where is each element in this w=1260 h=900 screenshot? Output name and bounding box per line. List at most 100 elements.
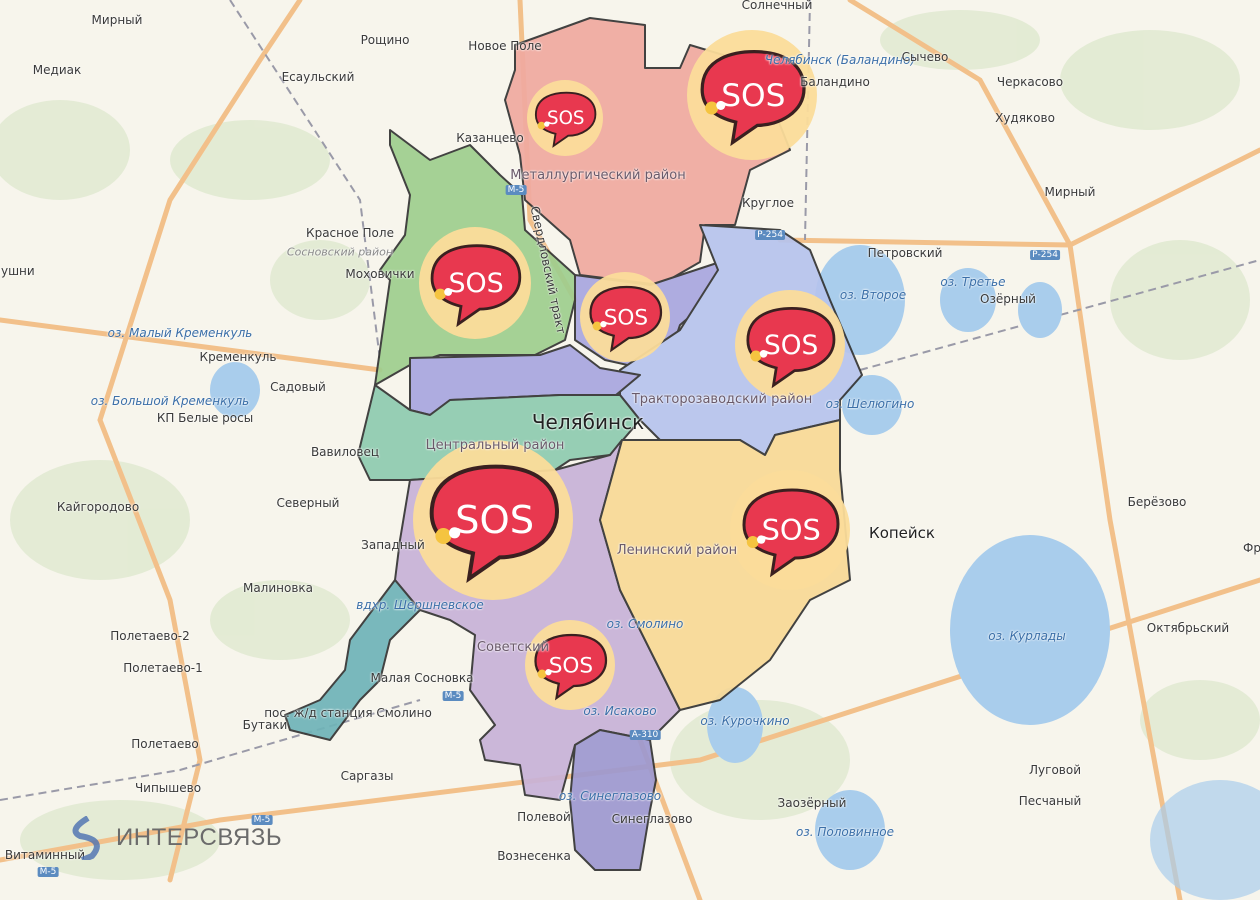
place-label-kremenkul: Кременкуль xyxy=(199,350,277,364)
place-label-mediak: Медиак xyxy=(32,63,82,77)
place-label-oz-kurlady: оз. Курлады xyxy=(988,629,1066,643)
sos-dot xyxy=(444,288,453,296)
lake-kurlady xyxy=(950,535,1110,725)
sos-dot xyxy=(537,669,547,679)
sos-label: SOS xyxy=(448,268,503,299)
sos-dot xyxy=(757,535,766,544)
place-label-oz-bolshoy-kremenkul: оз. Большой Кременкуль xyxy=(90,394,250,408)
place-label-sosnovsky: Сосновский район xyxy=(286,245,394,259)
place-label-poletaevo: Полетаево xyxy=(131,737,199,751)
road-shield-p254-b: Р-254 xyxy=(1030,250,1060,260)
sos-label: SOS xyxy=(721,78,785,114)
place-label-oz-kurochkino: оз. Курочкино xyxy=(700,714,790,728)
place-label-sovetsky: Советский xyxy=(476,640,550,655)
district-sineglazovo xyxy=(569,729,657,871)
place-label-krasnoe-pole: Красное Поле xyxy=(306,226,394,240)
logo-text: ИНТЕРСВЯЗЬ xyxy=(116,824,283,851)
sos-label: SOS xyxy=(547,108,585,129)
intersvyaz-logo: ИНТЕРСВЯЗЬ xyxy=(68,816,282,860)
place-label-chipyshevo: Чипышево xyxy=(134,781,202,795)
place-label-butaki: Бутаки xyxy=(242,718,288,732)
place-label-lugovoy: Луговой xyxy=(1029,763,1081,777)
place-label-khudyakovo: Худяково xyxy=(995,111,1055,125)
place-label-traktorozavodsky: Тракторозаводский район xyxy=(631,392,813,407)
sos-marker[interactable]: SOS xyxy=(527,80,603,156)
place-label-mirny1: Мирный xyxy=(91,13,143,27)
place-label-sineglazovo: Синеглазово xyxy=(611,812,693,826)
place-label-oktyabrsky: Октябрьский xyxy=(1146,621,1230,635)
sos-marker[interactable]: SOS xyxy=(687,30,817,160)
place-label-mirny2: Мирный xyxy=(1044,185,1096,199)
place-label-poletaevo1: Полетаево-1 xyxy=(123,661,203,675)
place-label-krugloe: Круглое xyxy=(742,196,794,210)
logo-s-icon xyxy=(72,816,100,860)
road-shield-m5-d: М-5 xyxy=(37,867,59,877)
lake-shelyugino xyxy=(842,375,902,435)
speech-bubble-icon xyxy=(589,285,663,353)
speech-bubble-icon xyxy=(534,633,608,701)
sos-marker[interactable]: SOS xyxy=(413,440,573,600)
speech-bubble-icon xyxy=(429,464,560,583)
place-label-sychevo: Сычево xyxy=(901,50,949,64)
lake-bolshoy-kremenkul xyxy=(210,362,260,418)
lake-ozerny xyxy=(1018,282,1062,338)
place-label-polevoy: Полевой xyxy=(517,810,571,824)
sos-dot xyxy=(746,536,759,548)
district-sovetsky-west xyxy=(284,579,421,741)
place-label-oz-smolino: оз. Смолино xyxy=(606,617,684,631)
place-label-kaygorodovo: Кайгородово xyxy=(56,500,140,514)
place-label-sadovy: Садовый xyxy=(270,380,326,394)
lake-east xyxy=(1150,780,1260,900)
place-label-balandino: Баландино xyxy=(800,75,870,89)
sos-label: SOS xyxy=(762,513,821,547)
sos-dot xyxy=(759,349,768,358)
place-label-roshchino: Рощино xyxy=(360,33,410,47)
place-label-zaozerny: Заозёрный xyxy=(777,796,847,810)
sos-dot xyxy=(545,669,552,676)
sos-dot xyxy=(449,527,461,539)
place-label-petrovsky: Петровский xyxy=(867,246,943,260)
place-label-zapadny: Западный xyxy=(361,538,425,552)
sos-markers: SOS SOS SOS SOS SOS SOS SOS SOS xyxy=(413,30,850,710)
place-label-mokhovichki: Моховички xyxy=(345,267,415,281)
place-label-metallurgical: Металлургический район xyxy=(510,168,686,183)
road-shield-a310: А-310 xyxy=(629,730,661,740)
speech-bubble-icon xyxy=(746,306,836,389)
place-label-oz-polovinnoe: оз. Половинное xyxy=(795,825,895,839)
place-label-solnechny: Солнечный xyxy=(741,0,813,12)
lake-kurochkino xyxy=(707,687,763,763)
sos-label: SOS xyxy=(549,653,593,678)
road-shield-m5-c: М-5 xyxy=(251,815,273,825)
place-label-chelyabinsk: Челябинск xyxy=(531,410,645,434)
lake-trete xyxy=(940,268,996,332)
place-label-airport: Челябинск (Баландино) xyxy=(764,53,916,67)
sos-dot xyxy=(716,100,726,110)
place-label-vitaminny: Витаминный xyxy=(4,848,86,862)
place-label-oz-sineglazovo: оз. Синеглазово xyxy=(558,789,662,803)
sos-marker[interactable]: SOS xyxy=(735,290,845,400)
sos-marker[interactable]: SOS xyxy=(580,272,670,362)
place-label-oz-maly-kremenkul: оз. Малый Кременкуль xyxy=(107,326,253,340)
sos-marker[interactable]: SOS xyxy=(730,470,850,590)
place-label-lushni: лушни xyxy=(0,264,35,278)
place-label-berezovo: Берёзово xyxy=(1127,495,1187,509)
place-label-ozerny: Озёрный xyxy=(980,292,1036,306)
speech-bubble-icon xyxy=(430,244,522,328)
place-label-central: Центральный район xyxy=(425,438,565,453)
place-label-cherkasovo: Черкасово xyxy=(996,75,1064,89)
place-label-kazantsevo: Казанцево xyxy=(456,131,524,145)
speech-bubble-icon xyxy=(742,488,840,578)
place-label-peschany: Песчаный xyxy=(1018,794,1082,808)
place-label-oz-trete: оз. Третье xyxy=(940,275,1006,289)
sos-dot xyxy=(544,121,550,127)
sos-marker[interactable]: SOS xyxy=(419,227,531,339)
place-label-kopeysk: Копейск xyxy=(869,524,935,542)
place-label-esaulsky: Есаульский xyxy=(281,70,355,84)
sos-dot xyxy=(705,101,719,115)
speech-bubble-icon xyxy=(700,50,806,147)
place-label-malaya-sosnovka: Малая Сосновка xyxy=(370,671,474,685)
place-label-belye-rosy: КП Белые росы xyxy=(156,411,254,425)
sos-dot xyxy=(600,321,607,328)
sos-marker[interactable]: SOS xyxy=(525,620,615,710)
